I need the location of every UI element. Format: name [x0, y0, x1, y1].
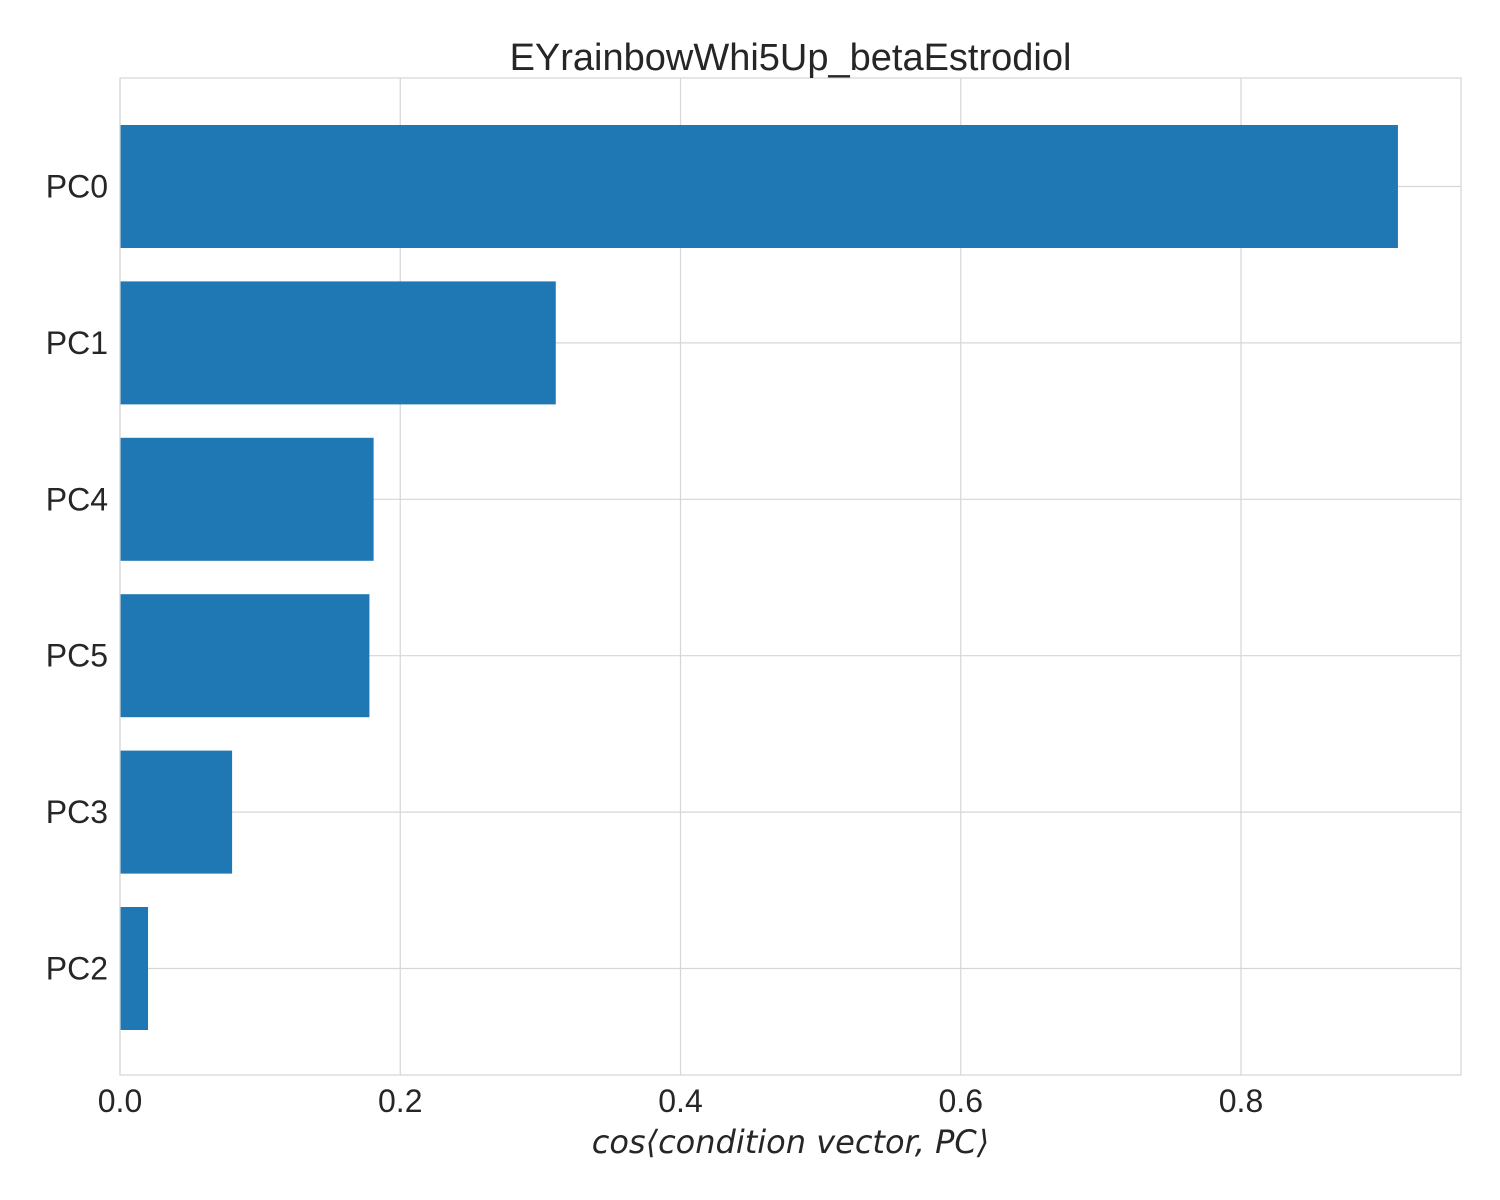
bar-pc0 — [120, 125, 1398, 248]
x-tick-label: 0.6 — [939, 1083, 983, 1119]
x-tick-label: 0.4 — [658, 1083, 702, 1119]
x-axis-label: cos⟨condition vector, PC⟩ — [592, 1123, 989, 1161]
y-tick-label: PC1 — [46, 325, 108, 361]
plot-frame — [119, 77, 1462, 1076]
y-tick-label: PC5 — [46, 638, 108, 674]
bar-pc1 — [120, 281, 556, 405]
x-tick-label: 0.0 — [98, 1083, 142, 1119]
x-tick-label: 0.2 — [378, 1083, 422, 1119]
bar-pc5 — [120, 594, 370, 718]
chart-title: EYrainbowWhi5Up_betaEstrodiol — [510, 37, 1072, 79]
y-tick-label: PC2 — [46, 951, 108, 987]
y-tick-labels: PC0 PC1 PC4 PC5 PC3 PC2 — [46, 169, 108, 987]
x-tick-label: 0.8 — [1219, 1083, 1263, 1119]
bar-pc4 — [120, 437, 374, 561]
bar-pc2 — [120, 907, 149, 1030]
y-tick-label: PC0 — [46, 169, 108, 205]
bar-pc3 — [120, 750, 233, 874]
y-tick-label: PC3 — [46, 794, 108, 830]
x-tick-labels: 0.0 0.2 0.4 0.6 0.8 — [98, 1083, 1263, 1119]
bars — [120, 125, 1398, 1030]
y-tick-label: PC4 — [46, 481, 108, 517]
